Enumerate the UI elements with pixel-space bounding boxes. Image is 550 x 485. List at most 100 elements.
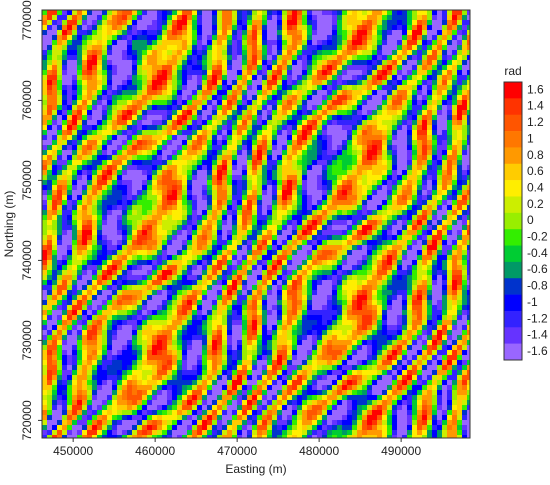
raster-cell — [447, 185, 452, 190]
raster-cell — [162, 240, 167, 245]
raster-cell — [297, 145, 302, 150]
raster-cell — [297, 190, 302, 195]
raster-cell — [182, 15, 187, 20]
raster-cell — [47, 205, 52, 210]
raster-cell — [467, 160, 470, 165]
raster-cell — [312, 220, 317, 225]
raster-cell — [282, 65, 287, 70]
raster-cell — [62, 285, 67, 290]
raster-cell — [242, 125, 247, 130]
raster-cell — [217, 270, 222, 275]
raster-cell — [67, 130, 72, 135]
raster-cell — [447, 285, 452, 290]
raster-cell — [402, 105, 407, 110]
raster-cell — [347, 265, 352, 270]
raster-cell — [282, 80, 287, 85]
raster-cell — [247, 115, 252, 120]
raster-cell — [87, 245, 92, 250]
raster-cell — [42, 190, 47, 195]
raster-cell — [72, 130, 77, 135]
raster-cell — [147, 75, 152, 80]
raster-cell — [122, 275, 127, 280]
raster-cell — [332, 115, 337, 120]
raster-cell — [122, 250, 127, 255]
raster-cell — [452, 165, 457, 170]
raster-cell — [382, 35, 387, 40]
raster-cell — [177, 280, 182, 285]
raster-cell — [267, 60, 272, 65]
raster-cell — [52, 255, 57, 260]
raster-cell — [122, 195, 127, 200]
raster-cell — [157, 150, 162, 155]
raster-cell — [207, 40, 212, 45]
raster-cell — [352, 60, 357, 65]
raster-cell — [157, 10, 162, 15]
raster-cell — [242, 170, 247, 175]
raster-cell — [147, 50, 152, 55]
raster-cell — [252, 180, 257, 185]
raster-cell — [387, 210, 392, 215]
raster-cell — [147, 250, 152, 255]
raster-cell — [347, 275, 352, 280]
raster-cell — [142, 60, 147, 65]
raster-cell — [222, 215, 227, 220]
raster-cell — [222, 70, 227, 75]
raster-cell — [222, 40, 227, 45]
raster-cell — [252, 210, 257, 215]
raster-cell — [62, 45, 67, 50]
raster-cell — [467, 195, 470, 200]
raster-cell — [232, 100, 237, 105]
raster-cell — [217, 285, 222, 290]
raster-cell — [402, 65, 407, 70]
raster-cell — [197, 295, 202, 300]
raster-cell — [212, 85, 217, 90]
raster-cell — [432, 145, 437, 150]
raster-cell — [387, 195, 392, 200]
raster-cell — [127, 60, 132, 65]
raster-cell — [297, 110, 302, 115]
raster-cell — [57, 70, 62, 75]
raster-cell — [222, 265, 227, 270]
raster-cell — [122, 20, 127, 25]
raster-cell — [147, 55, 152, 60]
raster-cell — [267, 90, 272, 95]
raster-cell — [317, 170, 322, 175]
raster-cell — [112, 150, 117, 155]
raster-cell — [237, 65, 242, 70]
raster-cell — [272, 230, 277, 235]
raster-cell — [167, 65, 172, 70]
raster-cell — [237, 105, 242, 110]
raster-cell — [187, 285, 192, 290]
raster-cell — [47, 60, 52, 65]
raster-cell — [277, 195, 282, 200]
raster-cell — [387, 90, 392, 95]
raster-cell — [112, 55, 117, 60]
raster-cell — [447, 205, 452, 210]
raster-cell — [87, 160, 92, 165]
raster-cell — [442, 185, 447, 190]
raster-cell — [172, 290, 177, 295]
raster-cell — [77, 245, 82, 250]
raster-cell — [292, 140, 297, 145]
raster-cell — [392, 280, 397, 285]
raster-cell — [222, 95, 227, 100]
raster-cell — [432, 25, 437, 30]
raster-cell — [177, 115, 182, 120]
raster-cell — [372, 260, 377, 265]
raster-cell — [432, 10, 437, 15]
raster-cell — [72, 100, 77, 105]
raster-cell — [342, 235, 347, 240]
raster-cell — [217, 75, 222, 80]
raster-cell — [402, 60, 407, 65]
raster-cell — [182, 50, 187, 55]
raster-cell — [397, 80, 402, 85]
raster-cell — [237, 50, 242, 55]
raster-cell — [212, 290, 217, 295]
raster-cell — [72, 120, 77, 125]
raster-cell — [367, 20, 372, 25]
raster-cell — [72, 150, 77, 155]
raster-cell — [392, 285, 397, 290]
raster-cell — [352, 195, 357, 200]
raster-cell — [392, 165, 397, 170]
raster-cell — [107, 100, 112, 105]
